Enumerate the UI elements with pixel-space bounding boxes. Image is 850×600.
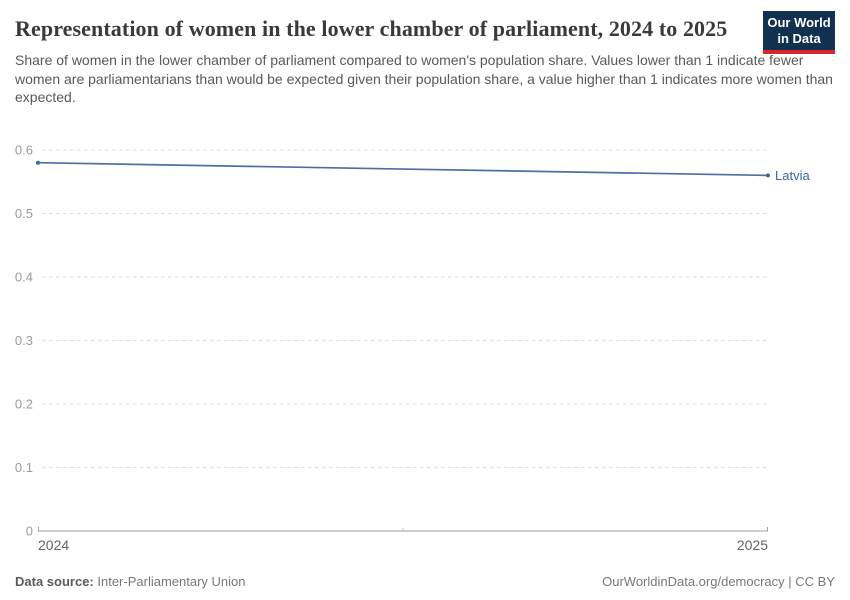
y-tick-label: 0.5 [15,206,33,221]
chart-header: Representation of women in the lower cha… [0,0,850,107]
series-line-latvia[interactable] [37,161,769,177]
y-tick-label: 0.1 [15,460,33,475]
series-label-latvia[interactable]: Latvia [775,168,810,183]
series-end-point [766,173,770,178]
y-tick-label: 0.4 [15,270,33,285]
data-source-label: Data source: [15,574,94,589]
y-tick-label: 0 [26,524,33,539]
chart-subtitle: Share of women in the lower chamber of p… [15,52,833,105]
chart-footer: Data source: Inter-Parliamentary Union O… [15,574,835,589]
credit-line: OurWorldinData.org/democracy | CC BY [602,574,835,589]
x-tick-label: 2024 [38,537,69,553]
x-tick-label: 2025 [737,537,768,553]
data-source: Data source: Inter-Parliamentary Union [15,574,246,589]
chart-title: Representation of women in the lower cha… [15,16,728,41]
owid-logo[interactable]: Our World in Data [763,11,835,54]
y-tick-label: 0.2 [15,397,33,412]
y-tick-label: 0.6 [15,143,33,158]
owid-logo-line2: in Data [777,31,821,46]
y-tick-label: 0.3 [15,333,33,348]
data-source-value: Inter-Parliamentary Union [97,574,246,589]
series-start-point [36,160,40,165]
owid-logo-line1: Our World [767,15,831,30]
